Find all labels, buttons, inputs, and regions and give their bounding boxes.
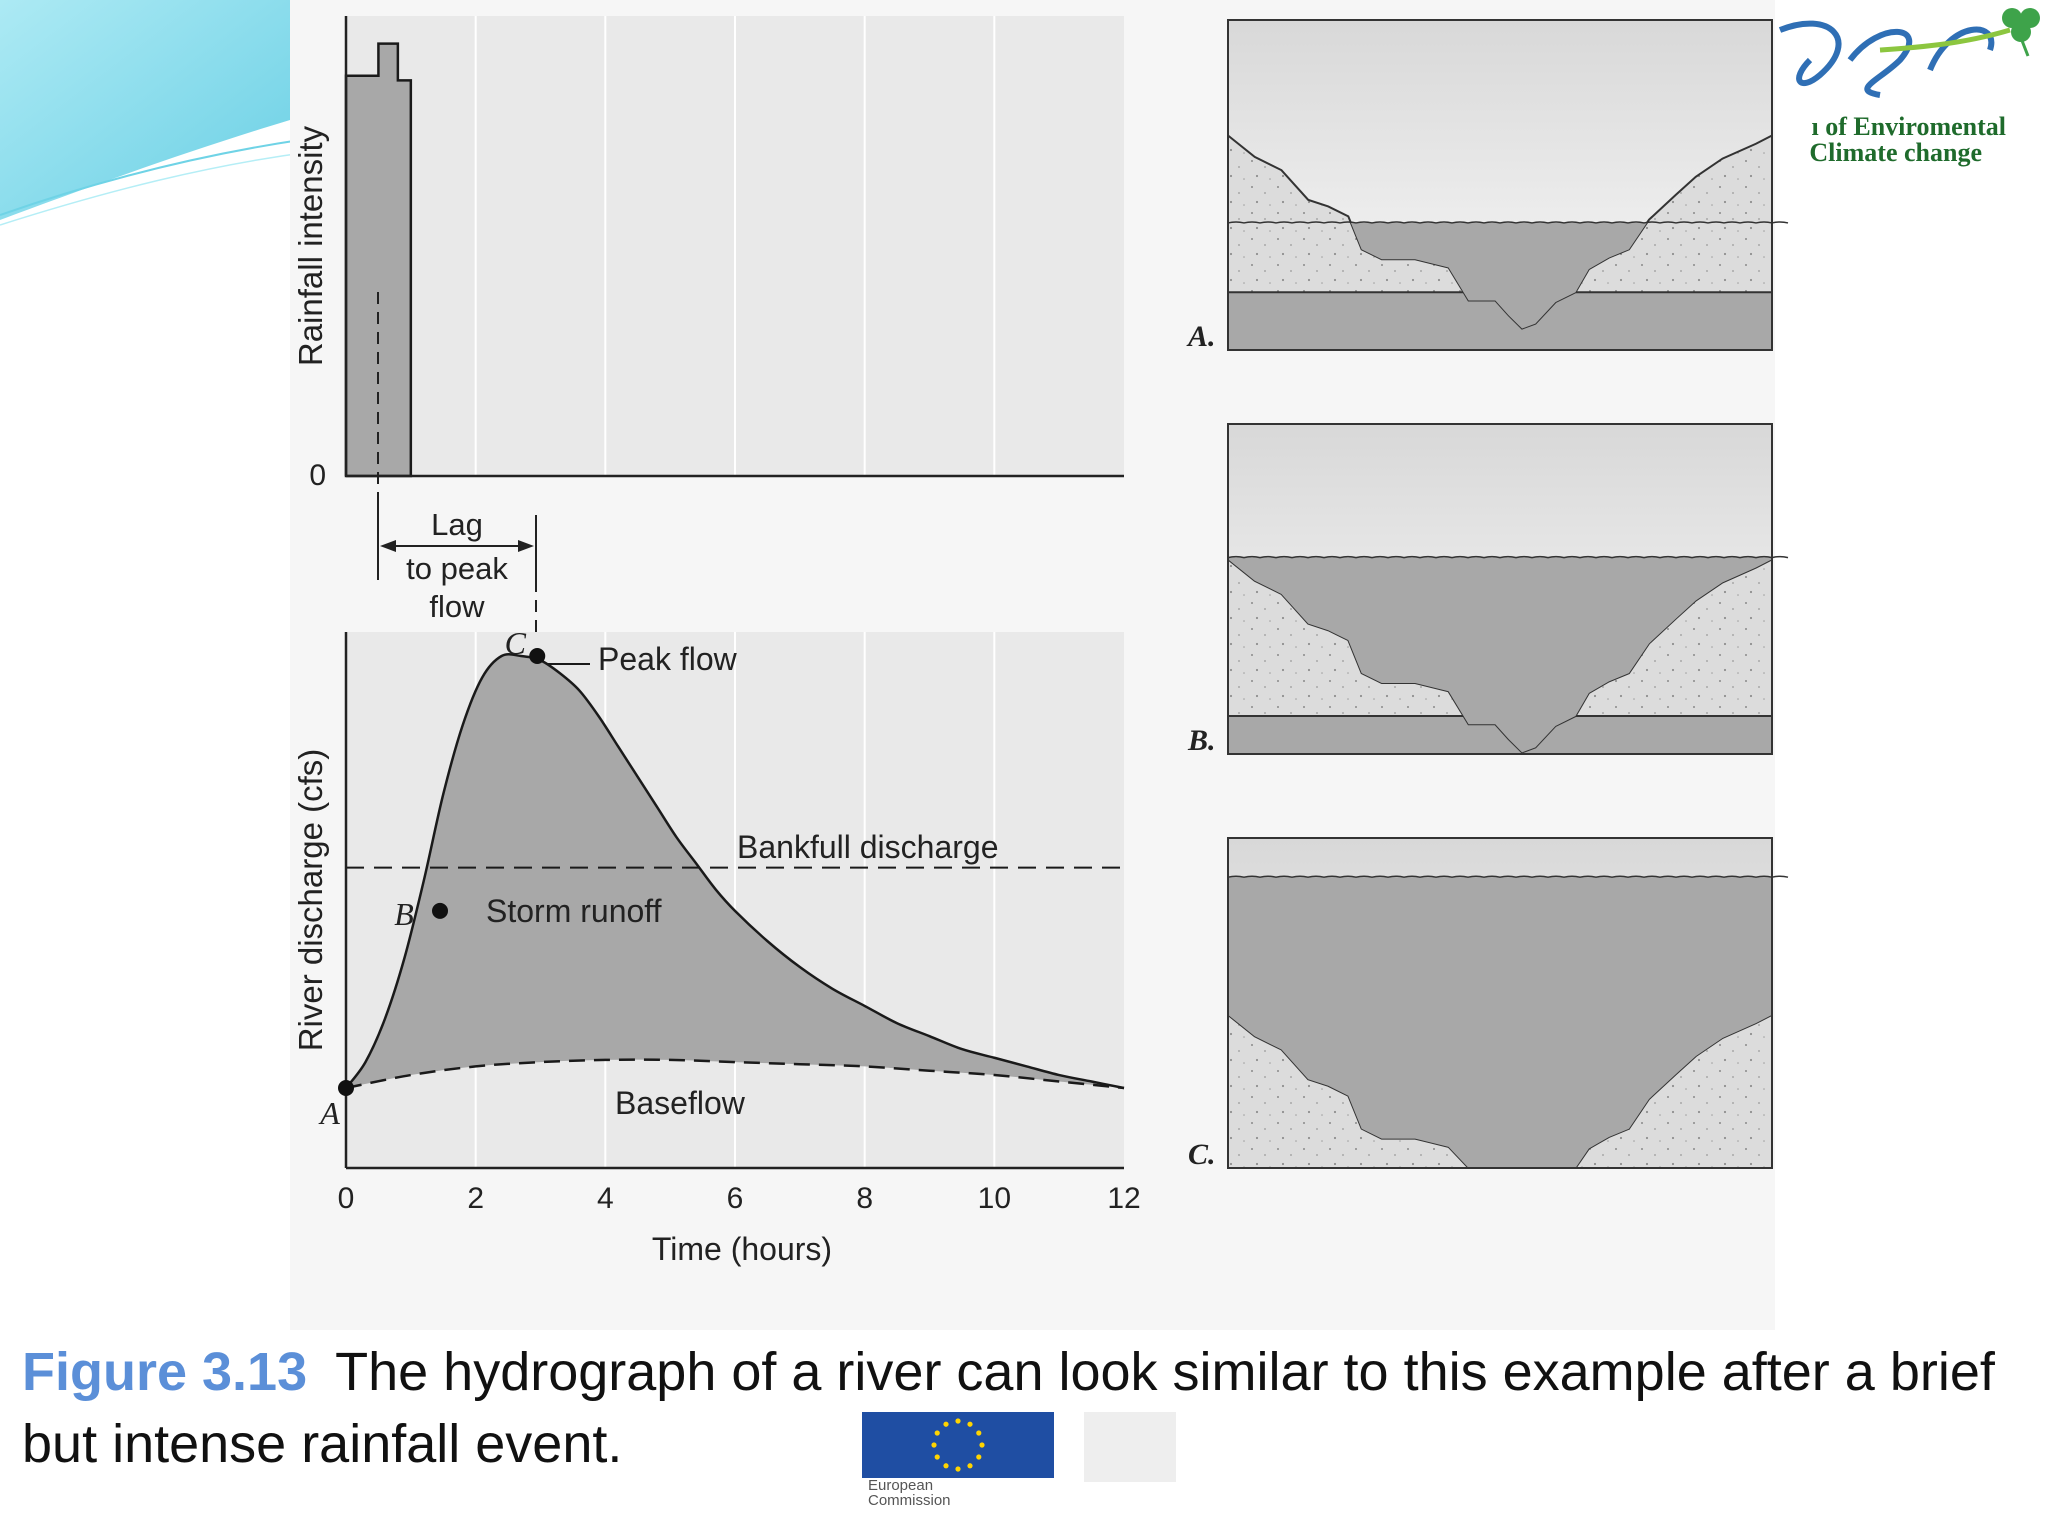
eu-stars xyxy=(931,1418,985,1472)
eu-star xyxy=(934,1430,940,1436)
water-surface xyxy=(1227,221,1789,224)
hydrograph-x-tick-label: 10 xyxy=(978,1182,1011,1215)
eu-star xyxy=(943,1421,949,1427)
caption-text: The hydrograph of a river can look simil… xyxy=(22,1342,1995,1474)
lag-label-line1: Lag xyxy=(431,507,483,542)
clover-icon xyxy=(2002,8,2040,57)
hydrograph-x-ticks: 0 2 4 6 8 10 12 xyxy=(338,1182,1141,1215)
cross-section-flood: C. xyxy=(1188,837,1789,1171)
water-surface xyxy=(1227,875,1789,878)
eu-star xyxy=(934,1454,940,1460)
figure-caption: Figure 3.13 The hydrograph of a river can… xyxy=(22,1336,2022,1480)
rainfall-y-axis-label: Rainfall intensity xyxy=(292,125,329,366)
rainfall-bar-outline xyxy=(344,42,413,478)
hydrograph-curve xyxy=(345,652,1125,1090)
lag-arrow-right-head xyxy=(518,540,534,552)
hydrograph-x-tick-label: 0 xyxy=(338,1182,355,1215)
lag-label-line2: to peak xyxy=(406,551,508,586)
logo-text-line2: Climate change xyxy=(1809,138,1982,167)
baseflow-label: Baseflow xyxy=(615,1085,746,1121)
logo-green-swash xyxy=(1879,27,2011,53)
eu-logo-line2: Commission xyxy=(868,1492,951,1509)
logo-text-line1: ı of Enviromental xyxy=(1811,112,2006,141)
eu-logo-decoration xyxy=(1084,1412,1176,1482)
hydrograph-x-tick-label: 2 xyxy=(467,1182,484,1215)
water-surface xyxy=(1227,555,1789,559)
rainfall-plot: 0 Rainfall intensity xyxy=(292,16,1124,496)
eu-star xyxy=(931,1442,937,1448)
rainfall-bars xyxy=(344,42,413,478)
hydrograph-x-axis-label: Time (hours) xyxy=(652,1231,832,1267)
eu-logo-text: European Commission xyxy=(868,1478,951,1508)
lag-label-line3: flow xyxy=(429,589,485,624)
cross-section-label: C. xyxy=(1188,1138,1216,1171)
eu-logo xyxy=(862,1412,1176,1530)
hydrograph-plot: 0 2 4 6 8 10 12 A B C Peak flow Bankfull dischar… xyxy=(292,625,1141,1267)
channel-water xyxy=(1228,557,1772,753)
eu-star xyxy=(976,1430,982,1436)
cross-section-low: A. xyxy=(1186,19,1789,353)
bankfull-label: Bankfull discharge xyxy=(737,829,998,865)
rainfall-gridlines xyxy=(474,16,996,476)
eu-logo-line1: European xyxy=(868,1477,934,1494)
hydrograph-x-tick-label: 6 xyxy=(727,1182,744,1215)
hydrograph-point-b xyxy=(432,902,449,919)
point-label-b: B xyxy=(394,896,414,932)
hydrograph-x-tick-label: 8 xyxy=(856,1182,873,1215)
storm-runoff-label: Storm runoff xyxy=(486,893,662,929)
slide-decoration xyxy=(0,0,311,226)
point-label-a: A xyxy=(318,1095,340,1131)
channel-water xyxy=(1228,222,1772,329)
point-label-c: C xyxy=(505,625,527,661)
peak-flow-label: Peak flow xyxy=(598,641,738,677)
eu-star xyxy=(955,1466,961,1472)
cross-section-label: B. xyxy=(1187,724,1216,757)
hydrograph-x-tick-label: 12 xyxy=(1107,1182,1140,1215)
cross-section-bankfull: B. xyxy=(1187,423,1789,757)
partner-logo xyxy=(1775,0,2048,180)
hydrograph-y-axis-label: River discharge (cfs) xyxy=(292,749,329,1052)
cross-section-label: A. xyxy=(1186,320,1216,353)
storm-runoff-area xyxy=(346,654,1124,1088)
figure-number: Figure 3.13 xyxy=(22,1342,308,1402)
channel-cross-sections: A. B. C. xyxy=(1186,19,1789,1171)
eu-star xyxy=(943,1463,949,1469)
eu-star xyxy=(976,1454,982,1460)
rainfall-zero-label: 0 xyxy=(309,459,326,492)
channel-water xyxy=(1228,877,1772,1168)
hydrograph-point-c xyxy=(529,648,546,664)
lag-arrow-left-head xyxy=(380,540,396,552)
eu-star xyxy=(979,1442,985,1448)
logo-script-mark xyxy=(1778,20,1995,98)
eu-star xyxy=(967,1463,973,1469)
hydrograph-points: A B C xyxy=(318,625,546,1131)
lag-annotation: Lag to peak flow xyxy=(377,496,537,640)
hydrograph-point-a xyxy=(338,1080,354,1096)
baseflow-line xyxy=(345,1058,1125,1090)
eu-star xyxy=(967,1421,973,1427)
eu-star xyxy=(955,1418,961,1424)
hydrograph-x-tick-label: 4 xyxy=(597,1182,614,1215)
